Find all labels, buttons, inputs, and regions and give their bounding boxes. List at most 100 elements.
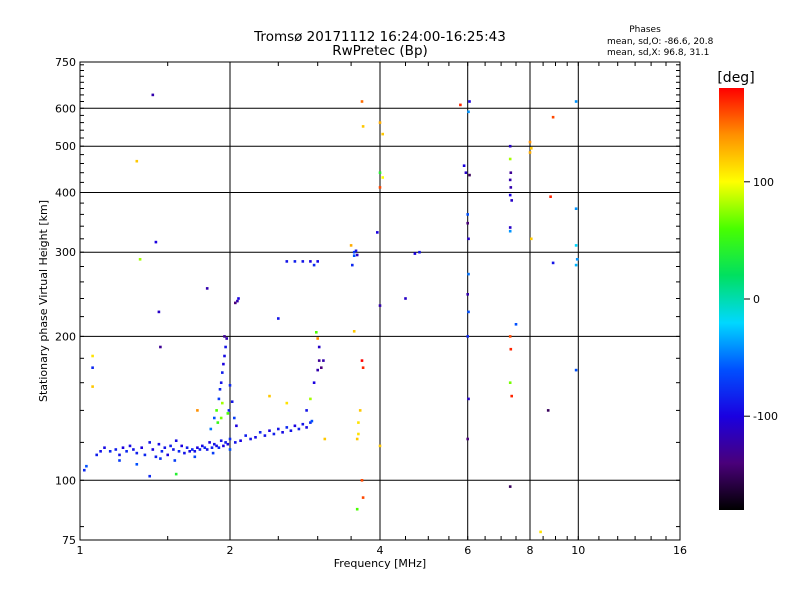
data-point: [418, 250, 421, 254]
data-point: [225, 337, 228, 340]
x-tick-label: 4: [377, 544, 384, 557]
data-point: [148, 441, 151, 444]
data-point: [358, 409, 362, 412]
data-point: [224, 345, 227, 349]
data-point: [361, 366, 365, 369]
data-point: [135, 463, 139, 466]
data-point: [205, 448, 209, 451]
colorbar-label: [deg]: [717, 70, 754, 86]
data-point: [467, 110, 470, 114]
x-tick-label: 10: [571, 544, 585, 557]
data-point: [317, 345, 321, 349]
data-point: [138, 258, 142, 261]
data-point: [467, 310, 470, 314]
data-point: [125, 450, 128, 453]
data-point: [157, 310, 161, 314]
data-point: [355, 437, 359, 441]
data-point: [103, 446, 106, 449]
data-point: [151, 93, 155, 97]
data-point: [154, 455, 158, 459]
data-point: [196, 409, 199, 412]
y-tick-label: 600: [55, 102, 76, 115]
data-point: [211, 451, 215, 455]
data-point: [226, 412, 230, 415]
data-point: [508, 178, 512, 182]
y-axis-label: Stationary phase Virtual Height [km]: [37, 200, 50, 402]
phases-o-stats: mean, sd,O: -86.6, 20.8: [607, 37, 714, 47]
data-point: [293, 260, 297, 263]
data-point: [268, 394, 271, 398]
data-point: [361, 125, 365, 128]
data-point: [508, 381, 512, 384]
data-point: [574, 244, 578, 247]
data-point: [510, 394, 513, 398]
data-point: [217, 446, 221, 449]
data-point: [128, 444, 132, 448]
y-tick-label: 75: [62, 534, 76, 547]
data-point: [514, 323, 518, 326]
data-point: [237, 297, 240, 300]
data-point: [530, 147, 533, 150]
data-point: [118, 453, 121, 457]
grid-lines: [80, 62, 680, 540]
chart-title: Tromsø 20171112 16:24:00-16:25:43: [253, 29, 506, 45]
data-point: [381, 176, 384, 179]
axis-ticks: [79, 62, 681, 540]
data-point: [244, 434, 247, 437]
data-point: [546, 409, 550, 412]
data-point: [312, 263, 316, 267]
data-point: [216, 421, 220, 424]
y-tick-label: 300: [55, 246, 76, 259]
data-point: [312, 381, 316, 384]
data-point: [143, 453, 147, 457]
data-point: [217, 397, 221, 401]
data-point: [285, 260, 289, 263]
colorbar-ticks: 100 0 -100: [744, 176, 778, 423]
data-point: [351, 263, 354, 267]
data-point: [203, 446, 207, 449]
data-point: [223, 335, 226, 338]
data-point: [228, 384, 232, 387]
data-point: [381, 132, 384, 136]
data-point: [233, 416, 236, 420]
data-point: [140, 446, 143, 449]
data-point: [467, 237, 470, 241]
phases-x-stats: mean, sd,X: 96.8, 31.1: [607, 48, 709, 58]
data-point: [188, 450, 191, 453]
data-point: [224, 441, 227, 444]
data-point: [317, 359, 321, 362]
data-point: [201, 444, 204, 448]
data-point: [360, 100, 364, 103]
data-point: [289, 429, 293, 432]
data-point: [466, 293, 469, 296]
data-point: [315, 331, 318, 334]
data-point: [226, 442, 230, 446]
data-point: [277, 427, 280, 431]
data-point: [234, 441, 237, 444]
data-point: [355, 253, 359, 257]
data-point: [508, 485, 512, 488]
x-tick-labels: 1 2 4 6 8 10 16: [77, 544, 688, 557]
data-point: [191, 448, 194, 451]
data-point: [508, 335, 512, 338]
data-point: [180, 444, 183, 448]
data-point: [376, 231, 379, 234]
data-point: [349, 244, 353, 247]
data-point: [172, 448, 175, 451]
data-point: [95, 453, 98, 457]
data-point: [459, 103, 462, 107]
data-point: [163, 446, 167, 449]
data-point: [467, 397, 470, 401]
data-point: [221, 371, 224, 374]
data-point: [574, 368, 578, 372]
data-point: [352, 330, 356, 333]
data-point: [169, 444, 172, 448]
data-point: [508, 229, 512, 233]
data-point: [508, 226, 512, 229]
data-point: [213, 416, 216, 420]
data-point: [213, 442, 216, 446]
y-tick-label: 100: [55, 474, 76, 487]
data-point: [185, 446, 189, 449]
data-point: [466, 213, 469, 216]
